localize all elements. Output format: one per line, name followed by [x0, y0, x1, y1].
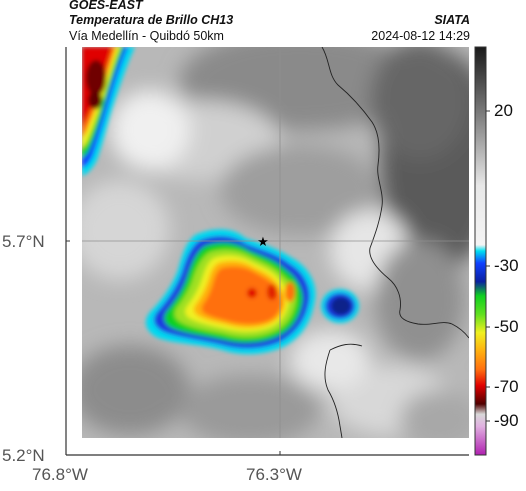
colorbar-tick-minus70: -70 [494, 377, 519, 396]
datetime-label: 2024-08-12 14:29 [371, 29, 470, 43]
map-image [82, 47, 469, 438]
colorbar [474, 46, 487, 456]
satellite-name: GOES-EAST [69, 0, 143, 12]
lon-label-76-8: 76.8°W [32, 465, 88, 484]
colorbar-tick-minus50: -50 [494, 317, 519, 336]
region-subtitle: Vía Medellín - Quibdó 50km [69, 29, 224, 43]
colorbar-tick-20: 20 [494, 101, 513, 120]
lat-label-5-7: 5.7°N [2, 232, 45, 251]
lon-label-76-3: 76.3°W [246, 465, 302, 484]
product-title: Temperatura de Brillo CH13 [69, 13, 234, 27]
star-icon: ★ [257, 235, 269, 250]
colorbar-tick-minus30: -30 [494, 256, 519, 275]
agency-label: SIATA [434, 13, 470, 27]
lat-label-5-2: 5.2°N [2, 446, 45, 465]
colorbar-tick-minus90: -90 [494, 411, 519, 430]
